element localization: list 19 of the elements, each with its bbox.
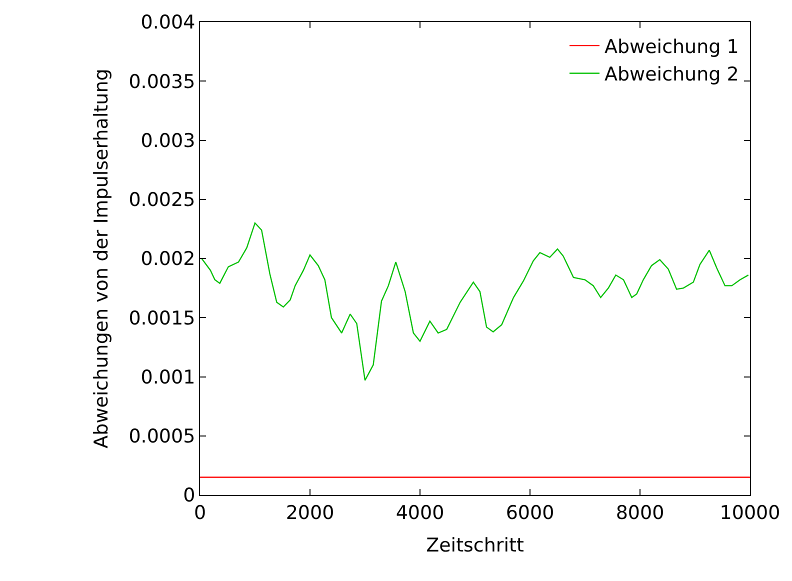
y-tick-label: 0.003 — [140, 130, 196, 152]
x-tick-label: 4000 — [396, 502, 444, 524]
y-tick-label: 0.004 — [140, 12, 196, 34]
x-tick-label: 6000 — [506, 502, 554, 524]
x-tick-label: 10000 — [720, 502, 780, 524]
x-tick-label: 2000 — [286, 502, 334, 524]
y-axis-title: Abweichungen von der Impulserhaltung — [90, 68, 113, 448]
y-tick-label: 0.0015 — [128, 307, 196, 330]
legend-label: Abweichung 2 — [604, 64, 739, 86]
x-axis-title: Zeitschritt — [426, 534, 524, 557]
y-tick-label: 0.0005 — [128, 426, 196, 448]
y-tick-label: 0.0035 — [128, 70, 196, 93]
y-tick-label: 0.002 — [140, 248, 196, 270]
y-tick-label: 0.0025 — [128, 189, 196, 212]
y-tick-label: 0 — [183, 484, 196, 507]
y-tick-label: 0.001 — [140, 366, 196, 388]
x-tick-label: 8000 — [616, 502, 664, 524]
legend-label: Abweichung 1 — [604, 36, 739, 58]
line-series — [201, 222, 749, 381]
